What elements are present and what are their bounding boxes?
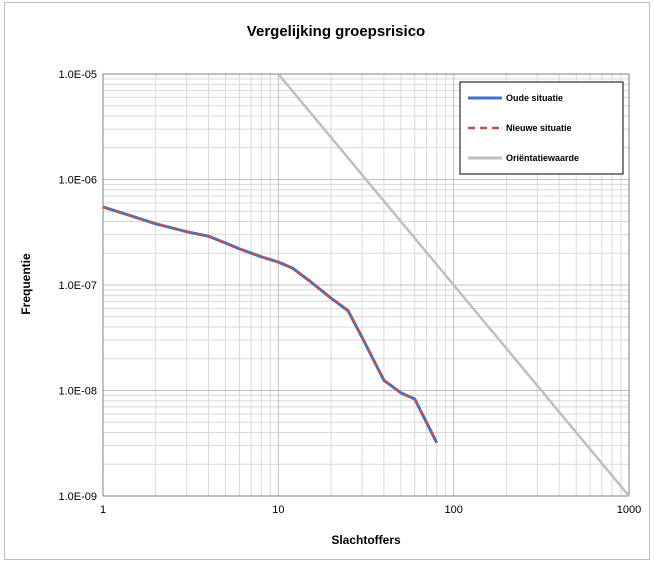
- chart-title: Vergelijking groepsrisico: [247, 23, 425, 40]
- legend-label: Oude situatie: [506, 93, 563, 103]
- y-tick-label: 1.0E-05: [58, 69, 97, 81]
- x-axis-ticks: 1 10 100 1000: [100, 504, 641, 516]
- y-tick-label: 1.0E-06: [58, 175, 97, 187]
- legend-item-oude-situatie: Oude situatie: [468, 93, 563, 103]
- y-tick-label: 1.0E-07: [58, 280, 97, 292]
- x-tick-label: 1000: [617, 504, 641, 516]
- x-axis-label: Slachtoffers: [331, 533, 401, 547]
- x-tick-label: 100: [444, 504, 462, 516]
- legend-label: Oriëntatiewaarde: [506, 153, 579, 163]
- y-tick-label: 1.0E-09: [58, 491, 97, 503]
- legend-label: Nieuwe situatie: [506, 123, 572, 133]
- series-line-nieuwe-situatie: [102, 205, 438, 444]
- legend-item-nieuwe-situatie: Nieuwe situatie: [468, 123, 572, 133]
- plot-area-border: [102, 73, 630, 497]
- series-line-orientatiewaarde: [277, 73, 630, 497]
- legend: Oude situatie Nieuwe situatie Oriëntatiewa…: [459, 81, 624, 175]
- y-axis-ticks: 1.0E-05 1.0E-06 1.0E-07 1.0E-08 1.0E-09: [58, 69, 97, 503]
- y-axis-label: Frequentie: [19, 253, 33, 315]
- legend-item-orientatiewaarde: Oriëntatiewaarde: [468, 153, 579, 163]
- series-layer: [102, 73, 630, 497]
- y-tick-label: 1.0E-08: [58, 386, 97, 398]
- x-tick-label: 1: [100, 504, 106, 516]
- x-tick-label: 10: [272, 504, 284, 516]
